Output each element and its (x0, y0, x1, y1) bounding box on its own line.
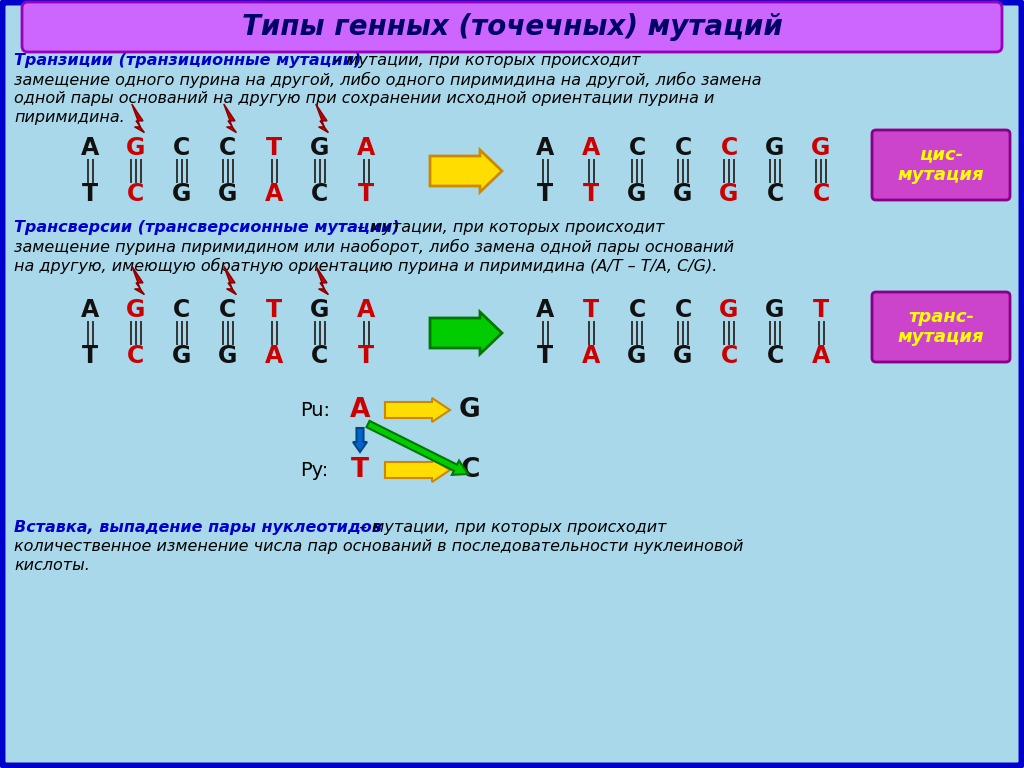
FancyArrow shape (430, 150, 502, 192)
Text: A: A (350, 397, 371, 423)
Text: G: G (628, 182, 647, 206)
Text: – мутации, при которых происходит: – мутации, при которых происходит (328, 53, 640, 68)
Text: T: T (351, 457, 369, 483)
Text: G: G (765, 298, 784, 322)
Text: C: C (766, 182, 783, 206)
Text: C: C (629, 136, 645, 160)
Text: T: T (537, 182, 553, 206)
Text: G: G (765, 136, 784, 160)
FancyBboxPatch shape (872, 292, 1010, 362)
Text: C: C (219, 136, 237, 160)
Text: – мутации, при которых происходит: – мутации, при которых происходит (354, 520, 667, 535)
Text: T: T (583, 182, 599, 206)
Text: T: T (82, 344, 98, 368)
Text: A: A (357, 298, 375, 322)
Text: G: G (628, 344, 647, 368)
Text: количественное изменение числа пар оснований в последовательности нуклеиновой: количественное изменение числа пар основ… (14, 539, 743, 554)
Text: Вставка, выпадение пары нуклеотидов: Вставка, выпадение пары нуклеотидов (14, 520, 382, 535)
FancyArrow shape (385, 458, 450, 482)
Text: C: C (461, 457, 479, 483)
Text: транс-
мутация: транс- мутация (898, 308, 984, 346)
Text: G: G (719, 298, 738, 322)
Text: C: C (173, 136, 190, 160)
Text: A: A (265, 344, 283, 368)
Text: G: G (674, 344, 692, 368)
Text: A: A (536, 298, 554, 322)
Text: C: C (720, 136, 737, 160)
Text: пиримидина.: пиримидина. (14, 110, 125, 125)
Text: Py:: Py: (300, 461, 329, 479)
FancyBboxPatch shape (872, 130, 1010, 200)
Polygon shape (224, 266, 237, 295)
Text: T: T (813, 298, 829, 322)
FancyArrow shape (385, 398, 450, 422)
Text: одной пары оснований на другую при сохранении исходной ориентации пурина и: одной пары оснований на другую при сохра… (14, 91, 715, 106)
Text: Трансверсии (трансверсионные мутации): Трансверсии (трансверсионные мутации) (14, 220, 399, 235)
Text: T: T (358, 344, 374, 368)
Text: G: G (310, 298, 330, 322)
Text: G: G (719, 182, 738, 206)
Text: T: T (266, 136, 282, 160)
Text: A: A (357, 136, 375, 160)
Text: G: G (126, 136, 145, 160)
Text: A: A (582, 136, 600, 160)
Text: C: C (720, 344, 737, 368)
Text: G: G (674, 182, 692, 206)
Polygon shape (315, 104, 329, 133)
Text: C: C (766, 344, 783, 368)
Text: кислоты.: кислоты. (14, 558, 90, 573)
Text: A: A (81, 298, 99, 322)
Text: C: C (311, 182, 329, 206)
Text: цис-
мутация: цис- мутация (898, 146, 984, 184)
Text: G: G (218, 344, 238, 368)
Text: C: C (629, 298, 645, 322)
FancyArrow shape (367, 421, 468, 475)
Text: G: G (218, 182, 238, 206)
Text: G: G (172, 182, 191, 206)
Text: A: A (812, 344, 830, 368)
Text: Транзиции (транзиционные мутации): Транзиции (транзиционные мутации) (14, 53, 361, 68)
Text: замещение одного пурина на другой, либо одного пиримидина на другой, либо замена: замещение одного пурина на другой, либо … (14, 72, 762, 88)
Text: на другую, имеющую обратную ориентацию пурина и пиримидина (А/Т – Т/А, С/G).: на другую, имеющую обратную ориентацию п… (14, 258, 718, 274)
Text: A: A (582, 344, 600, 368)
Text: C: C (127, 182, 144, 206)
Polygon shape (315, 266, 329, 295)
Polygon shape (132, 266, 144, 295)
FancyArrow shape (430, 312, 502, 354)
Text: G: G (811, 136, 830, 160)
Text: Pu:: Pu: (300, 400, 330, 419)
Text: T: T (583, 298, 599, 322)
Text: C: C (127, 344, 144, 368)
Text: A: A (81, 136, 99, 160)
Text: замещение пурина пиримидином или наоборот, либо замена одной пары оснований: замещение пурина пиримидином или наоборо… (14, 239, 734, 255)
Text: G: G (459, 397, 481, 423)
Text: – мутации, при которых происходит: – мутации, при которых происходит (352, 220, 665, 235)
FancyBboxPatch shape (22, 2, 1002, 52)
Text: A: A (536, 136, 554, 160)
Text: A: A (265, 182, 283, 206)
Polygon shape (132, 104, 144, 133)
Text: G: G (126, 298, 145, 322)
Text: C: C (173, 298, 190, 322)
Text: Типы генных (точечных) мутаций: Типы генных (точечных) мутаций (242, 13, 782, 41)
Text: C: C (675, 298, 691, 322)
FancyArrow shape (353, 428, 367, 452)
Text: T: T (358, 182, 374, 206)
Text: C: C (812, 182, 829, 206)
Text: C: C (219, 298, 237, 322)
Text: C: C (311, 344, 329, 368)
Text: T: T (266, 298, 282, 322)
Text: T: T (82, 182, 98, 206)
Polygon shape (224, 104, 237, 133)
Text: G: G (172, 344, 191, 368)
Text: G: G (310, 136, 330, 160)
Text: T: T (537, 344, 553, 368)
Text: C: C (675, 136, 691, 160)
